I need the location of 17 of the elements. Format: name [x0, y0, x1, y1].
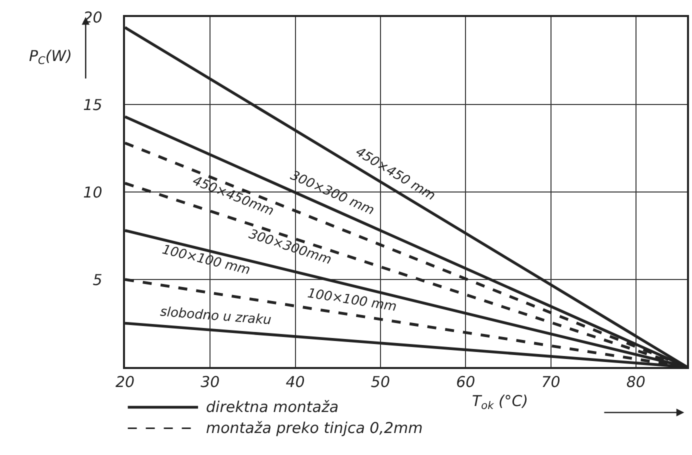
y-tick-label: 15	[83, 96, 102, 114]
x-tick-label: 80	[626, 372, 646, 391]
x-tick-label: 20	[115, 372, 135, 391]
x-tick-label: 30	[200, 372, 220, 391]
text: 100×100 mm	[306, 286, 398, 315]
text: direktna montaža	[206, 398, 339, 416]
y-tick-label: 10	[83, 183, 102, 202]
series-label: slobodno u zraku	[160, 304, 272, 328]
y-axis-title: P$_{C}$(W)	[29, 47, 72, 68]
y-tick-label: 5	[92, 270, 102, 289]
x-tick-label: 40	[286, 372, 305, 391]
x-tick-label: 70	[541, 372, 560, 391]
text: montaža preko tinjca 0,2mm	[206, 419, 423, 437]
text: 100×100 mm	[160, 242, 252, 278]
x-tick-label: 50	[370, 372, 390, 391]
x-tick-label: 60	[456, 372, 476, 391]
x-axis-title: T$_{ok}$ (°C)	[472, 392, 528, 412]
